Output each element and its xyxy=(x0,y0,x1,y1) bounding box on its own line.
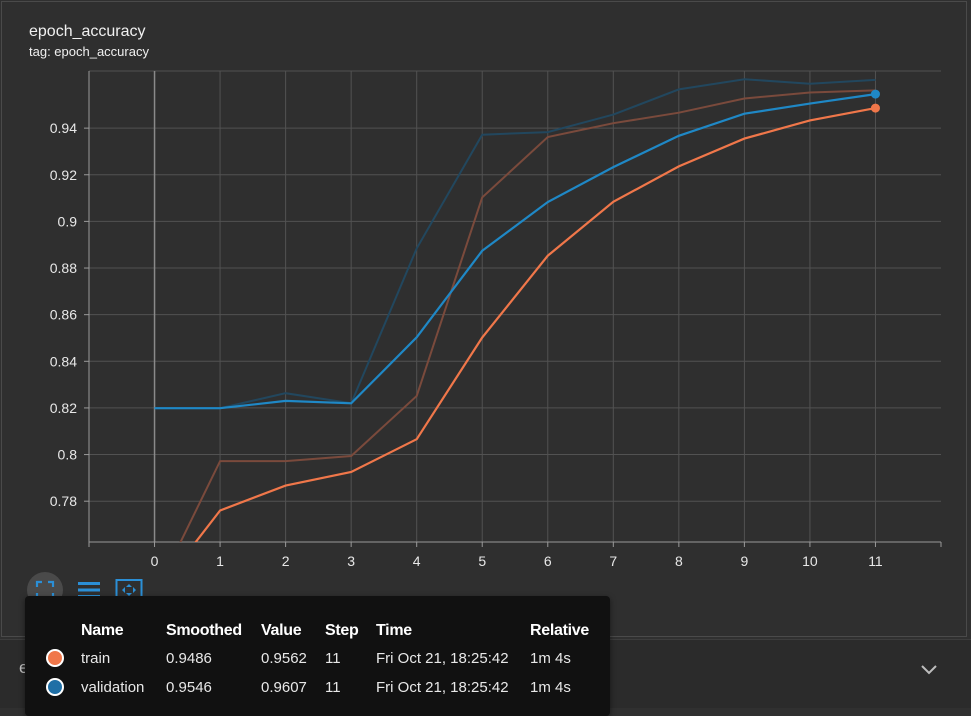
chart-tag: tag: epoch_accuracy xyxy=(29,44,149,59)
tooltip-relative: 1m 4s xyxy=(530,650,571,667)
hover-markers xyxy=(870,89,880,113)
tooltip-header-value: Value xyxy=(261,622,302,639)
tooltip-header-smoothed: Smoothed xyxy=(166,622,242,639)
axes xyxy=(84,71,942,547)
tooltip-header-time: Time xyxy=(376,622,412,639)
chart-title: epoch_accuracy xyxy=(29,23,146,40)
tooltip-smoothed: 0.9546 xyxy=(166,679,212,696)
y-tick-label: 0.92 xyxy=(50,167,77,183)
series-color-dot xyxy=(46,678,64,696)
tooltip-value: 0.9562 xyxy=(261,650,307,667)
smoothed-series-lines xyxy=(154,93,876,542)
raw-line-validation xyxy=(154,78,876,410)
y-tick-label: 0.8 xyxy=(58,447,78,463)
x-tick-label: 10 xyxy=(802,553,818,569)
tooltip-time: Fri Oct 21, 18:25:42 xyxy=(376,650,509,667)
tooltip-header-step: Step xyxy=(325,622,359,639)
fit-domain-icon xyxy=(35,580,55,600)
tooltip-step: 11 xyxy=(325,679,341,696)
y-tick-label: 0.88 xyxy=(50,260,77,276)
y-tick-label: 0.82 xyxy=(50,400,77,416)
x-tick-label: 5 xyxy=(478,553,486,569)
chevron-down-icon[interactable] xyxy=(918,658,940,680)
tooltip-time: Fri Oct 21, 18:25:42 xyxy=(376,679,509,696)
chart-card: epoch_accuracy tag: epoch_accuracy xyxy=(1,1,967,637)
tooltip-header-name: Name xyxy=(81,622,124,639)
tooltip-value: 0.9607 xyxy=(261,679,307,696)
grid-lines xyxy=(89,70,941,542)
accuracy-chart[interactable]: 0.78 0.8 0.82 0.84 0.86 0.88 0.9 0.92 0.94 0 1 2 3 4 5… xyxy=(0,0,971,640)
y-tick-label: 0.9 xyxy=(58,213,78,229)
smoothed-line-validation xyxy=(154,93,876,410)
y-tick-label: 0.84 xyxy=(50,353,77,369)
y-tick-label: 0.86 xyxy=(50,307,77,323)
tooltip-header-relative: Relative xyxy=(530,622,589,639)
raw-series-lines xyxy=(154,78,876,542)
x-tick-label: 11 xyxy=(868,553,883,569)
raw-line-train xyxy=(179,89,876,542)
y-tick-label: 0.94 xyxy=(50,120,77,136)
tooltip-relative: 1m 4s xyxy=(530,679,571,696)
hover-point-validation xyxy=(870,89,880,99)
tooltip-name: validation xyxy=(81,679,145,696)
series-color-dot xyxy=(46,649,64,667)
tooltip-smoothed: 0.9486 xyxy=(166,650,212,667)
x-tick-label: 8 xyxy=(675,553,683,569)
x-tick-label: 0 xyxy=(151,553,159,569)
hover-point-train xyxy=(870,103,880,113)
tick-labels: 0.78 0.8 0.82 0.84 0.86 0.88 0.9 0.92 0.94 0 1 2 3 4 5… xyxy=(50,120,883,569)
x-tick-label: 4 xyxy=(413,553,421,569)
x-tick-label: 3 xyxy=(347,553,355,569)
smoothed-line-train xyxy=(194,107,876,542)
tooltip-step: 11 xyxy=(325,650,341,667)
x-tick-label: 6 xyxy=(544,553,552,569)
x-tick-label: 9 xyxy=(740,553,748,569)
tooltip-name: train xyxy=(81,650,111,667)
hover-tooltip: Name Smoothed Value Step Time Relative t… xyxy=(25,596,610,716)
x-tick-label: 2 xyxy=(282,553,290,569)
y-tick-label: 0.78 xyxy=(50,493,77,509)
x-tick-label: 1 xyxy=(216,553,224,569)
x-tick-label: 7 xyxy=(609,553,617,569)
